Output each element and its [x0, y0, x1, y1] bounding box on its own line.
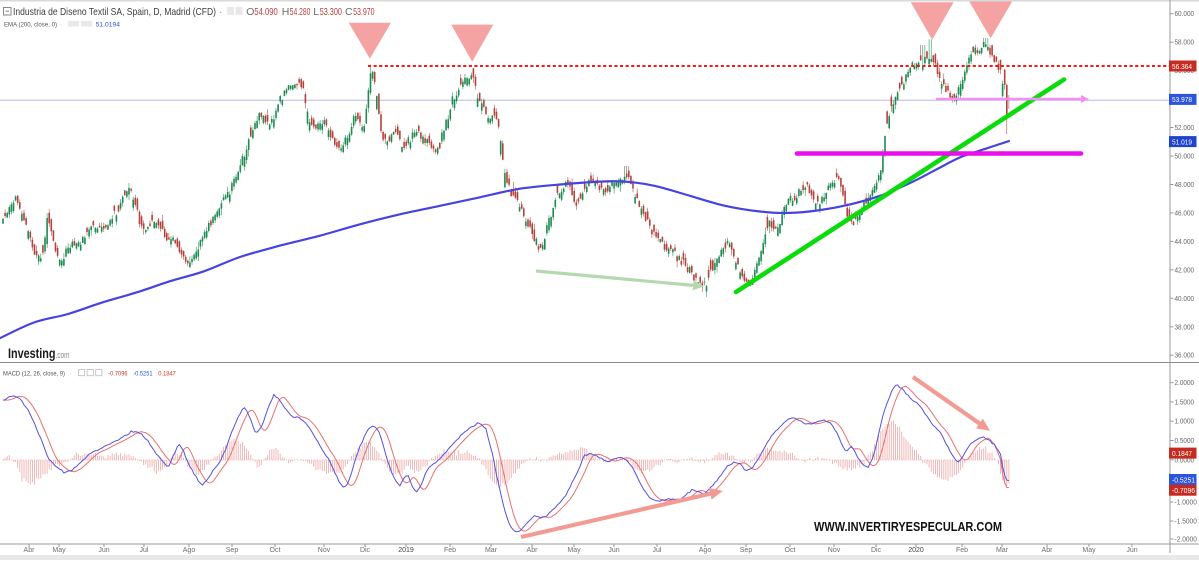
svg-text:Ago: Ago — [699, 547, 712, 554]
svg-text:Mar: Mar — [996, 547, 1009, 554]
svg-text:36.000: 36.000 — [1175, 353, 1195, 360]
svg-text:Abr: Abr — [24, 547, 36, 554]
svg-text:44.000: 44.000 — [1175, 239, 1195, 246]
svg-text:Dic: Dic — [871, 547, 882, 554]
svg-text:38.000: 38.000 — [1175, 324, 1195, 331]
svg-text:46.000: 46.000 — [1175, 210, 1195, 217]
svg-text:51.019: 51.019 — [1172, 139, 1192, 146]
svg-text:.com: .com — [56, 350, 70, 360]
svg-text:50.000: 50.000 — [1175, 154, 1195, 161]
svg-text:May: May — [1082, 547, 1096, 554]
svg-text:Investing: Investing — [8, 346, 56, 361]
svg-text:Oct: Oct — [270, 547, 281, 554]
svg-text:May: May — [52, 547, 66, 554]
svg-text:Feb: Feb — [956, 547, 968, 554]
svg-text:-0.5251: -0.5251 — [133, 371, 152, 378]
svg-text:Jul: Jul — [653, 547, 662, 554]
svg-text:1.5000: 1.5000 — [1175, 399, 1195, 406]
svg-text:Ago: Ago — [183, 547, 196, 554]
svg-text:48.000: 48.000 — [1175, 182, 1195, 189]
svg-text:May: May — [567, 547, 581, 554]
svg-text:0.1847: 0.1847 — [158, 371, 176, 378]
svg-text:53.300: 53.300 — [320, 6, 342, 18]
svg-text:0.0000: 0.0000 — [1175, 457, 1195, 464]
svg-text:53.970: 53.970 — [353, 6, 375, 18]
svg-text:Oct: Oct — [785, 547, 796, 554]
svg-text:51.0194: 51.0194 — [96, 22, 121, 29]
svg-text:2020: 2020 — [908, 547, 924, 554]
svg-text:H: H — [282, 6, 290, 18]
svg-text:MACD (12, 26, close, 9): MACD (12, 26, close, 9) — [3, 371, 65, 378]
svg-text:Abr: Abr — [527, 547, 539, 554]
svg-text:Nov: Nov — [828, 547, 841, 554]
svg-text:54.090: 54.090 — [254, 6, 278, 18]
svg-text:WWW.INVERTIRYESPECULAR.COM: WWW.INVERTIRYESPECULAR.COM — [814, 520, 1002, 534]
svg-text:Nov: Nov — [318, 547, 331, 554]
svg-text:Dic: Dic — [360, 547, 371, 554]
svg-text:-1.5000: -1.5000 — [1175, 519, 1197, 526]
svg-text:60.000: 60.000 — [1175, 11, 1195, 18]
svg-text:0.5000: 0.5000 — [1175, 438, 1195, 445]
svg-text:-1.0000: -1.0000 — [1175, 500, 1197, 507]
svg-text:2019: 2019 — [398, 547, 414, 554]
svg-text:Mar: Mar — [485, 547, 498, 554]
svg-text:EMA (200, close, 0): EMA (200, close, 0) — [4, 22, 57, 29]
svg-text:Jul: Jul — [140, 547, 149, 554]
svg-text:Jun: Jun — [1126, 547, 1137, 554]
svg-text:56.000: 56.000 — [1175, 68, 1195, 75]
svg-text:·: · — [60, 22, 62, 29]
svg-text:58.000: 58.000 — [1175, 40, 1195, 47]
svg-text:O: O — [246, 6, 254, 18]
svg-text:-0.7096: -0.7096 — [1172, 488, 1195, 495]
svg-text:Abr: Abr — [1042, 547, 1054, 554]
svg-text:53.978: 53.978 — [1172, 97, 1192, 104]
svg-text:0.1847: 0.1847 — [1172, 451, 1192, 458]
svg-text:·: · — [70, 371, 72, 378]
svg-text:54.280: 54.280 — [290, 6, 311, 18]
svg-text:40.000: 40.000 — [1175, 296, 1195, 303]
svg-text:Jun: Jun — [608, 547, 619, 554]
svg-text:56.364: 56.364 — [1172, 64, 1192, 71]
svg-text:C: C — [345, 6, 353, 18]
svg-text:-0.5251: -0.5251 — [1172, 477, 1195, 484]
svg-text:Sep: Sep — [226, 547, 239, 554]
svg-text:-2.0000: -2.0000 — [1175, 537, 1197, 544]
svg-text:1.0000: 1.0000 — [1175, 419, 1195, 426]
svg-text:Industria de Diseno Textil SA,: Industria de Diseno Textil SA, Spain, D,… — [13, 6, 216, 18]
svg-text:2.0000: 2.0000 — [1175, 380, 1195, 387]
svg-text:-0.7096: -0.7096 — [108, 371, 127, 378]
svg-text:Sep: Sep — [740, 547, 753, 554]
svg-text:42.000: 42.000 — [1175, 267, 1195, 274]
svg-text:·: · — [219, 6, 223, 18]
svg-text:52.000: 52.000 — [1175, 125, 1195, 132]
svg-text:L: L — [313, 6, 319, 18]
svg-text:Jun: Jun — [98, 547, 109, 554]
svg-text:Feb: Feb — [444, 547, 456, 554]
